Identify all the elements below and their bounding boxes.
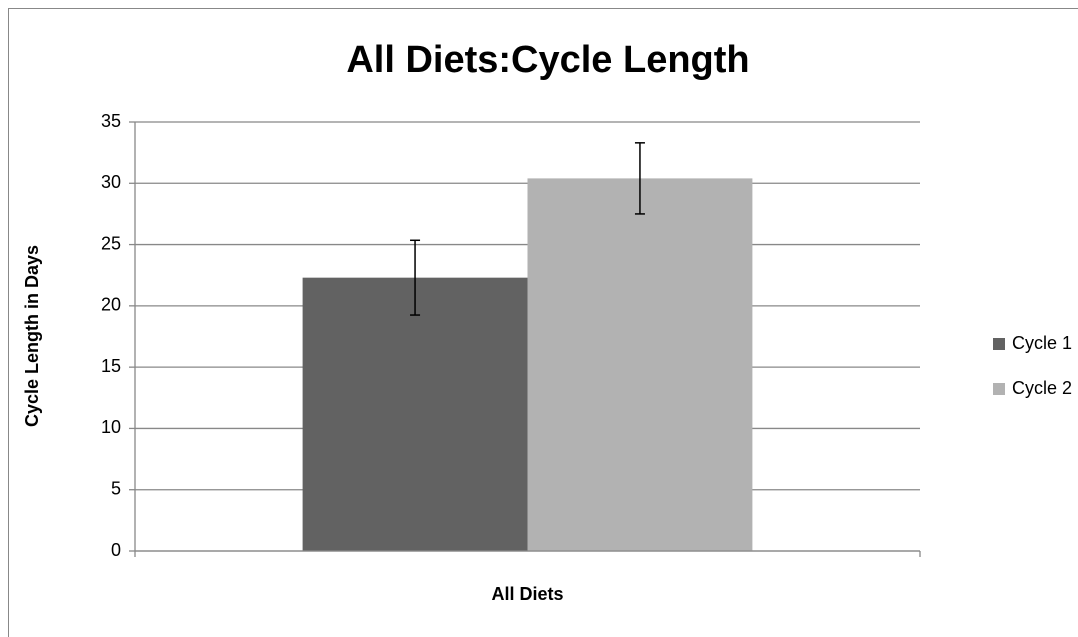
y-tick-label: 10	[101, 417, 121, 437]
y-tick-label: 15	[101, 356, 121, 376]
legend-swatch	[993, 338, 1005, 350]
x-tick-label: All Diets	[491, 584, 563, 604]
legend-label: Cycle 2	[1012, 378, 1072, 398]
legend-label: Cycle 1	[1012, 333, 1072, 353]
y-tick-label: 30	[101, 172, 121, 192]
bar	[527, 178, 753, 551]
y-tick-label: 0	[111, 540, 121, 560]
y-tick-label: 20	[101, 295, 121, 315]
y-axis-label: Cycle Length in Days	[22, 245, 42, 427]
error-bar	[634, 142, 645, 215]
y-tick-label: 25	[101, 233, 121, 253]
legend-swatch	[993, 383, 1005, 395]
y-tick-label: 35	[101, 111, 121, 131]
error-bar	[410, 239, 421, 316]
bar	[302, 277, 528, 551]
y-tick-label: 5	[111, 478, 121, 498]
chart-title: All Diets:Cycle Length	[346, 39, 749, 81]
